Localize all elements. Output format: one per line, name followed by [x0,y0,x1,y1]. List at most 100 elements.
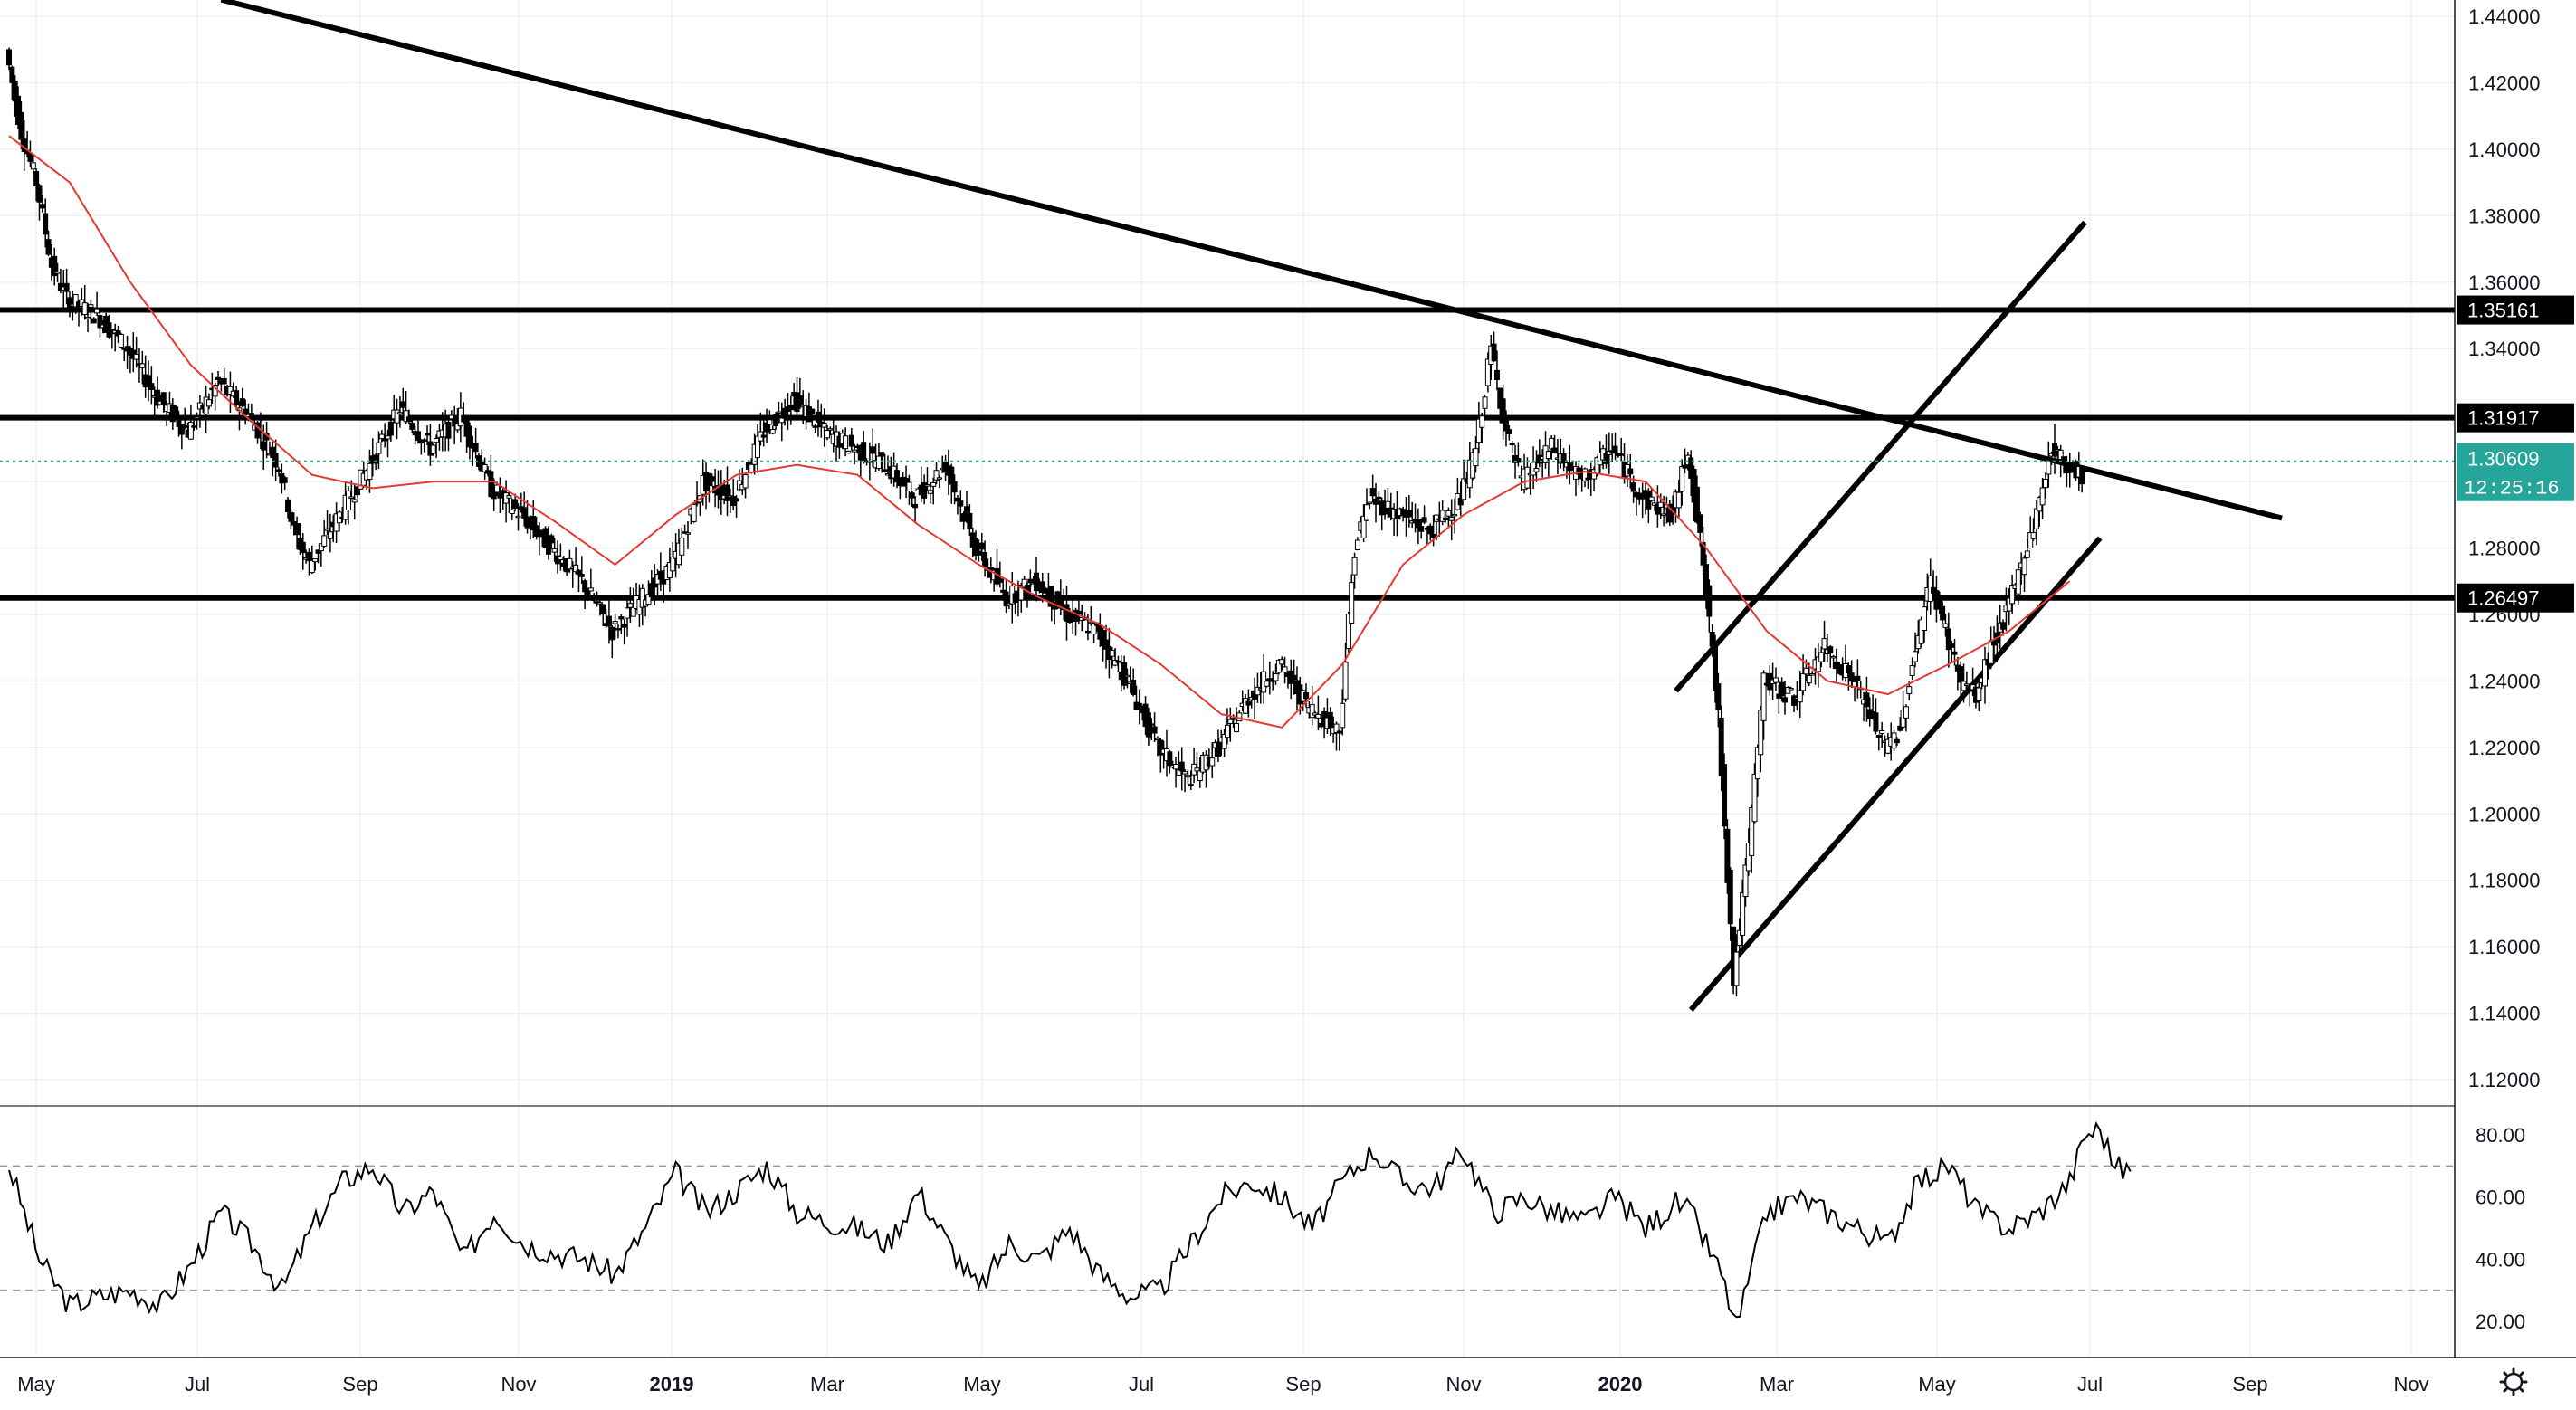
candle-body [1576,467,1582,475]
candle-body [1221,733,1227,749]
candle [400,387,406,420]
candle-body [321,535,328,547]
candle [1582,467,1589,488]
candle [1188,770,1194,790]
candle [1182,768,1188,793]
candle [234,386,240,410]
candle [809,408,816,427]
candle [1942,614,1949,637]
candle-body [1234,723,1239,732]
candle-body [373,454,379,464]
candle-body [1772,677,1779,683]
candle-body [670,556,676,572]
candle [1879,721,1885,748]
candle [1291,659,1297,695]
candle [1736,918,1742,955]
candle [427,423,434,466]
candle [509,498,515,520]
candle [405,409,412,425]
candle-body [964,506,970,520]
candle [1981,646,1988,704]
candle [1275,658,1282,675]
candle [1354,537,1360,551]
candle [1682,448,1688,473]
candle [2066,453,2073,488]
candle-body [1709,632,1715,647]
candle-body [1452,513,1458,517]
candle [452,405,458,445]
candle [191,419,197,431]
candle [1848,660,1855,688]
candle [2015,566,2021,605]
candle-body [2024,550,2030,558]
price-axis[interactable]: 1.44000 1.42000 1.40000 1.38000 1.36000 1.340… [2468,5,2541,1091]
candle-body [376,442,382,454]
candle [825,424,830,441]
candle-body [1936,595,1942,607]
candle-body [1373,499,1379,505]
candle [1327,707,1333,737]
time-axis[interactable]: May Jul Sep Nov 2019 Mar May Jul Sep Nov 2020 Mar Ma… [17,1373,2428,1396]
candle [954,495,960,515]
candle-body [2079,466,2085,485]
candle [1706,579,1713,633]
candle-body [482,463,488,472]
candle [621,618,627,645]
candle-body [1918,619,1924,644]
candle-body [2046,460,2052,475]
candle-body [254,422,261,439]
candle-body [958,500,964,507]
settings-gear-icon[interactable] [2499,1367,2528,1396]
candle-body [1345,614,1351,650]
candle-body [618,616,625,620]
candle-body [1848,672,1855,682]
candle-body [2061,456,2067,463]
candle [927,482,933,504]
candle [6,47,12,71]
candle-body [1273,673,1279,681]
rsi-axis[interactable]: 80.00 60.00 40.00 20.00 [2476,1124,2525,1333]
candle [1718,705,1724,792]
candle [1500,384,1506,440]
candle [367,449,373,493]
candle-body [812,425,818,428]
candle-body [1803,667,1809,675]
candle-body [949,466,955,485]
candle [1700,526,1706,575]
candle-body [1188,784,1194,787]
candle [454,408,461,433]
candle-body [951,481,958,493]
candle-body [15,95,22,125]
candle [718,470,724,515]
candle-body [2027,532,2034,548]
candle-body [1266,678,1273,681]
candle-body [742,474,749,489]
candle [194,412,200,430]
candle [1088,606,1094,626]
candle [1421,505,1427,525]
candle-body [1897,725,1903,731]
candle-body [1224,724,1230,738]
candle-body [621,624,627,628]
candle-body [639,587,645,608]
candle [1542,431,1549,469]
candle-body [1797,690,1803,703]
candle-body [776,411,782,414]
candlestick-series [6,47,2085,997]
candle [1439,500,1445,526]
candle-body [285,499,291,513]
candle-body [1713,646,1719,691]
candle [964,491,970,524]
candle-body [1657,501,1664,508]
candle-body [430,444,436,454]
candle [387,415,394,442]
candle-body [72,294,79,308]
candle [321,520,328,548]
candle-body [1421,517,1427,523]
candle-body [1976,687,1982,701]
candle-body [1703,564,1709,597]
candle-body [205,399,212,407]
candle-body [906,481,912,492]
candle-body [1715,683,1722,710]
